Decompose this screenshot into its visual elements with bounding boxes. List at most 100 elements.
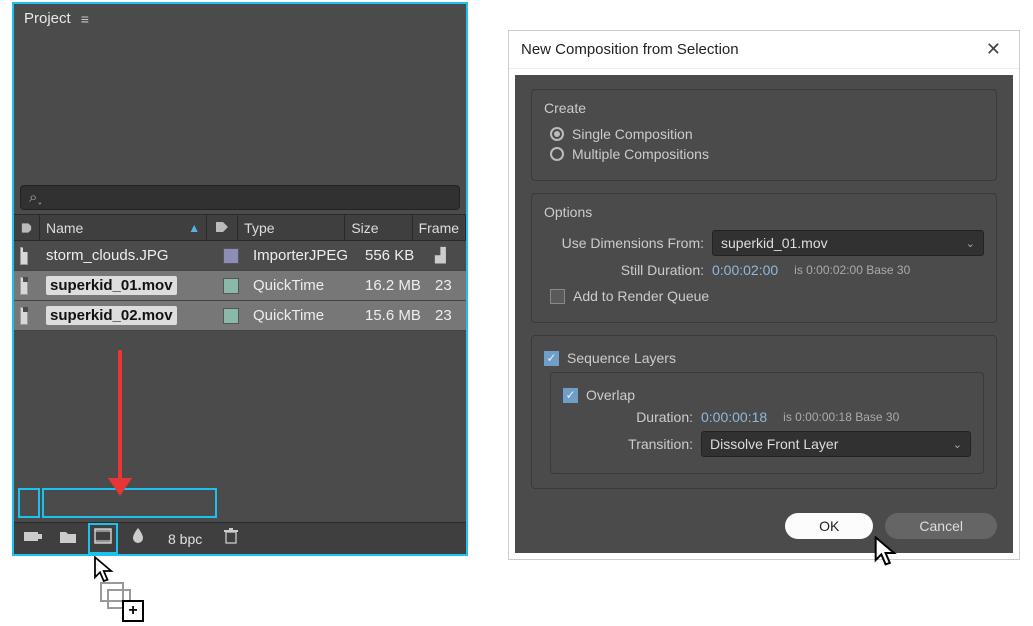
file-size-cell: 556 KB	[359, 241, 429, 270]
multiple-compositions-radio[interactable]: Multiple Compositions	[550, 146, 984, 162]
drop-target-small	[18, 488, 40, 518]
trash-icon[interactable]	[220, 526, 242, 551]
project-table-body: storm_clouds.JPG ImporterJPEG556 KB ▟ super…	[14, 241, 466, 331]
drop-plus-badge: +	[122, 600, 144, 622]
project-panel: Project ≡ Name ▲ Type Size Frame storm_c…	[12, 2, 468, 556]
file-name-cell: superkid_01.mov	[40, 271, 215, 300]
label-swatch[interactable]	[215, 271, 247, 300]
use-dimensions-row: Use Dimensions From: superkid_01.mov ⌄	[544, 230, 984, 256]
panel-header: Project ≡	[14, 4, 466, 33]
type-column-header[interactable]: Type	[238, 215, 345, 240]
panel-menu-icon[interactable]: ≡	[81, 11, 89, 27]
file-type-icon	[14, 271, 40, 300]
new-composition-icon[interactable]	[90, 525, 116, 552]
frame-column-label: Frame	[419, 220, 459, 236]
overlap-label: Overlap	[586, 387, 635, 403]
table-row[interactable]: superkid_02.mov QuickTime15.6 MB23	[14, 301, 466, 331]
file-size-cell: 15.6 MB	[359, 301, 429, 330]
still-duration-label: Still Duration:	[544, 262, 704, 278]
table-row[interactable]: superkid_01.mov QuickTime16.2 MB23	[14, 271, 466, 301]
dialog-titlebar[interactable]: New Composition from Selection ✕	[509, 31, 1019, 69]
size-column-label: Size	[351, 220, 378, 236]
new-comp-dialog: New Composition from Selection ✕ Create …	[508, 30, 1020, 560]
radio-selected-icon	[550, 127, 564, 141]
close-icon[interactable]: ✕	[980, 39, 1007, 60]
file-name-cell: storm_clouds.JPG	[40, 241, 215, 270]
file-name-cell: superkid_02.mov	[40, 301, 215, 330]
drag-arrow-head	[108, 478, 132, 496]
create-fieldset: Create Single Composition Multiple Compo…	[531, 89, 997, 181]
tag-column-header[interactable]	[207, 215, 238, 240]
label-swatch[interactable]	[215, 301, 247, 330]
frame-column-header[interactable]: Frame	[413, 215, 466, 240]
add-render-queue-label: Add to Render Queue	[573, 288, 709, 304]
checkbox-checked-icon: ✓	[544, 351, 559, 366]
dialog-title: New Composition from Selection	[521, 41, 739, 58]
checkbox-unchecked-icon	[550, 289, 565, 304]
name-column-label: Name	[46, 220, 83, 236]
add-render-queue-checkbox[interactable]: Add to Render Queue	[550, 288, 984, 304]
still-duration-row: Still Duration: 0:00:02:00 is 0:00:02:00…	[544, 262, 984, 278]
dialog-button-row: OK Cancel	[531, 505, 997, 539]
file-type-icon	[14, 301, 40, 330]
panel-title: Project	[24, 10, 71, 27]
overlap-duration-value[interactable]: 0:00:00:18	[701, 409, 767, 425]
label-column-icon[interactable]	[14, 215, 40, 240]
frame-rate-cell: ▟	[429, 241, 466, 270]
multiple-compositions-label: Multiple Compositions	[572, 146, 709, 162]
file-type-cell: QuickTime	[247, 301, 359, 330]
transition-select[interactable]: Dissolve Front Layer ⌄	[701, 431, 971, 457]
dialog-body: Create Single Composition Multiple Compo…	[515, 75, 1013, 553]
transition-row: Transition: Dissolve Front Layer ⌄	[563, 431, 971, 457]
drag-arrow-line	[120, 350, 122, 484]
adjustment-layer-icon[interactable]	[126, 526, 150, 551]
use-dimensions-value: superkid_01.mov	[721, 235, 828, 251]
options-fieldset: Options Use Dimensions From: superkid_01…	[531, 193, 997, 323]
chevron-down-icon: ⌄	[966, 237, 975, 250]
file-size-cell: 16.2 MB	[359, 271, 429, 300]
overlap-duration-row: Duration: 0:00:00:18 is 0:00:00:18 Base …	[563, 409, 971, 425]
file-type-cell: QuickTime	[247, 271, 359, 300]
radio-unselected-icon	[550, 147, 564, 161]
overlap-checkbox[interactable]: ✓ Overlap	[563, 387, 971, 403]
overlap-duration-label: Duration:	[563, 409, 693, 425]
search-input[interactable]	[20, 185, 460, 210]
table-row[interactable]: storm_clouds.JPG ImporterJPEG556 KB ▟	[14, 241, 466, 271]
sequence-layers-label: Sequence Layers	[567, 350, 676, 366]
chevron-down-icon: ⌄	[953, 438, 962, 451]
drag-arrow-line-outline	[118, 350, 120, 484]
frame-rate-cell: 23	[429, 301, 466, 330]
still-duration-hint: is 0:00:02:00 Base 30	[794, 263, 910, 277]
single-composition-radio[interactable]: Single Composition	[550, 126, 984, 142]
name-column-header[interactable]: Name ▲	[40, 215, 207, 240]
column-headers: Name ▲ Type Size Frame	[14, 214, 466, 241]
new-folder-icon[interactable]	[56, 527, 80, 550]
use-dimensions-label: Use Dimensions From:	[544, 235, 704, 251]
transition-value: Dissolve Front Layer	[710, 436, 838, 452]
preview-area	[14, 33, 466, 181]
overlap-duration-hint: is 0:00:00:18 Base 30	[783, 410, 899, 424]
create-group-label: Create	[544, 100, 984, 116]
sort-ascending-icon: ▲	[188, 221, 200, 235]
file-type-cell: ImporterJPEG	[247, 241, 359, 270]
options-group-label: Options	[544, 204, 984, 220]
used-icon: ▟	[435, 247, 446, 264]
transition-label: Transition:	[563, 436, 693, 452]
label-swatch[interactable]	[215, 241, 247, 270]
sequence-layers-checkbox[interactable]: ✓ Sequence Layers	[544, 350, 984, 366]
checkbox-checked-icon: ✓	[563, 388, 578, 403]
type-column-label: Type	[244, 220, 274, 236]
file-type-icon	[14, 241, 40, 270]
size-column-header[interactable]: Size	[345, 215, 412, 240]
single-composition-label: Single Composition	[572, 126, 693, 142]
frame-rate-cell: 23	[429, 271, 466, 300]
still-duration-value[interactable]: 0:00:02:00	[712, 262, 778, 278]
use-dimensions-select[interactable]: superkid_01.mov ⌄	[712, 230, 984, 256]
interpret-footage-icon[interactable]	[20, 527, 46, 550]
sequence-fieldset: ✓ Sequence Layers ✓ Overlap Duration: 0:…	[531, 335, 997, 489]
color-depth-button[interactable]: 8 bpc	[160, 531, 210, 547]
ok-button[interactable]: OK	[785, 513, 873, 539]
search-row	[14, 181, 466, 214]
cancel-button[interactable]: Cancel	[885, 513, 997, 539]
overlap-fieldset: ✓ Overlap Duration: 0:00:00:18 is 0:00:0…	[550, 372, 984, 474]
